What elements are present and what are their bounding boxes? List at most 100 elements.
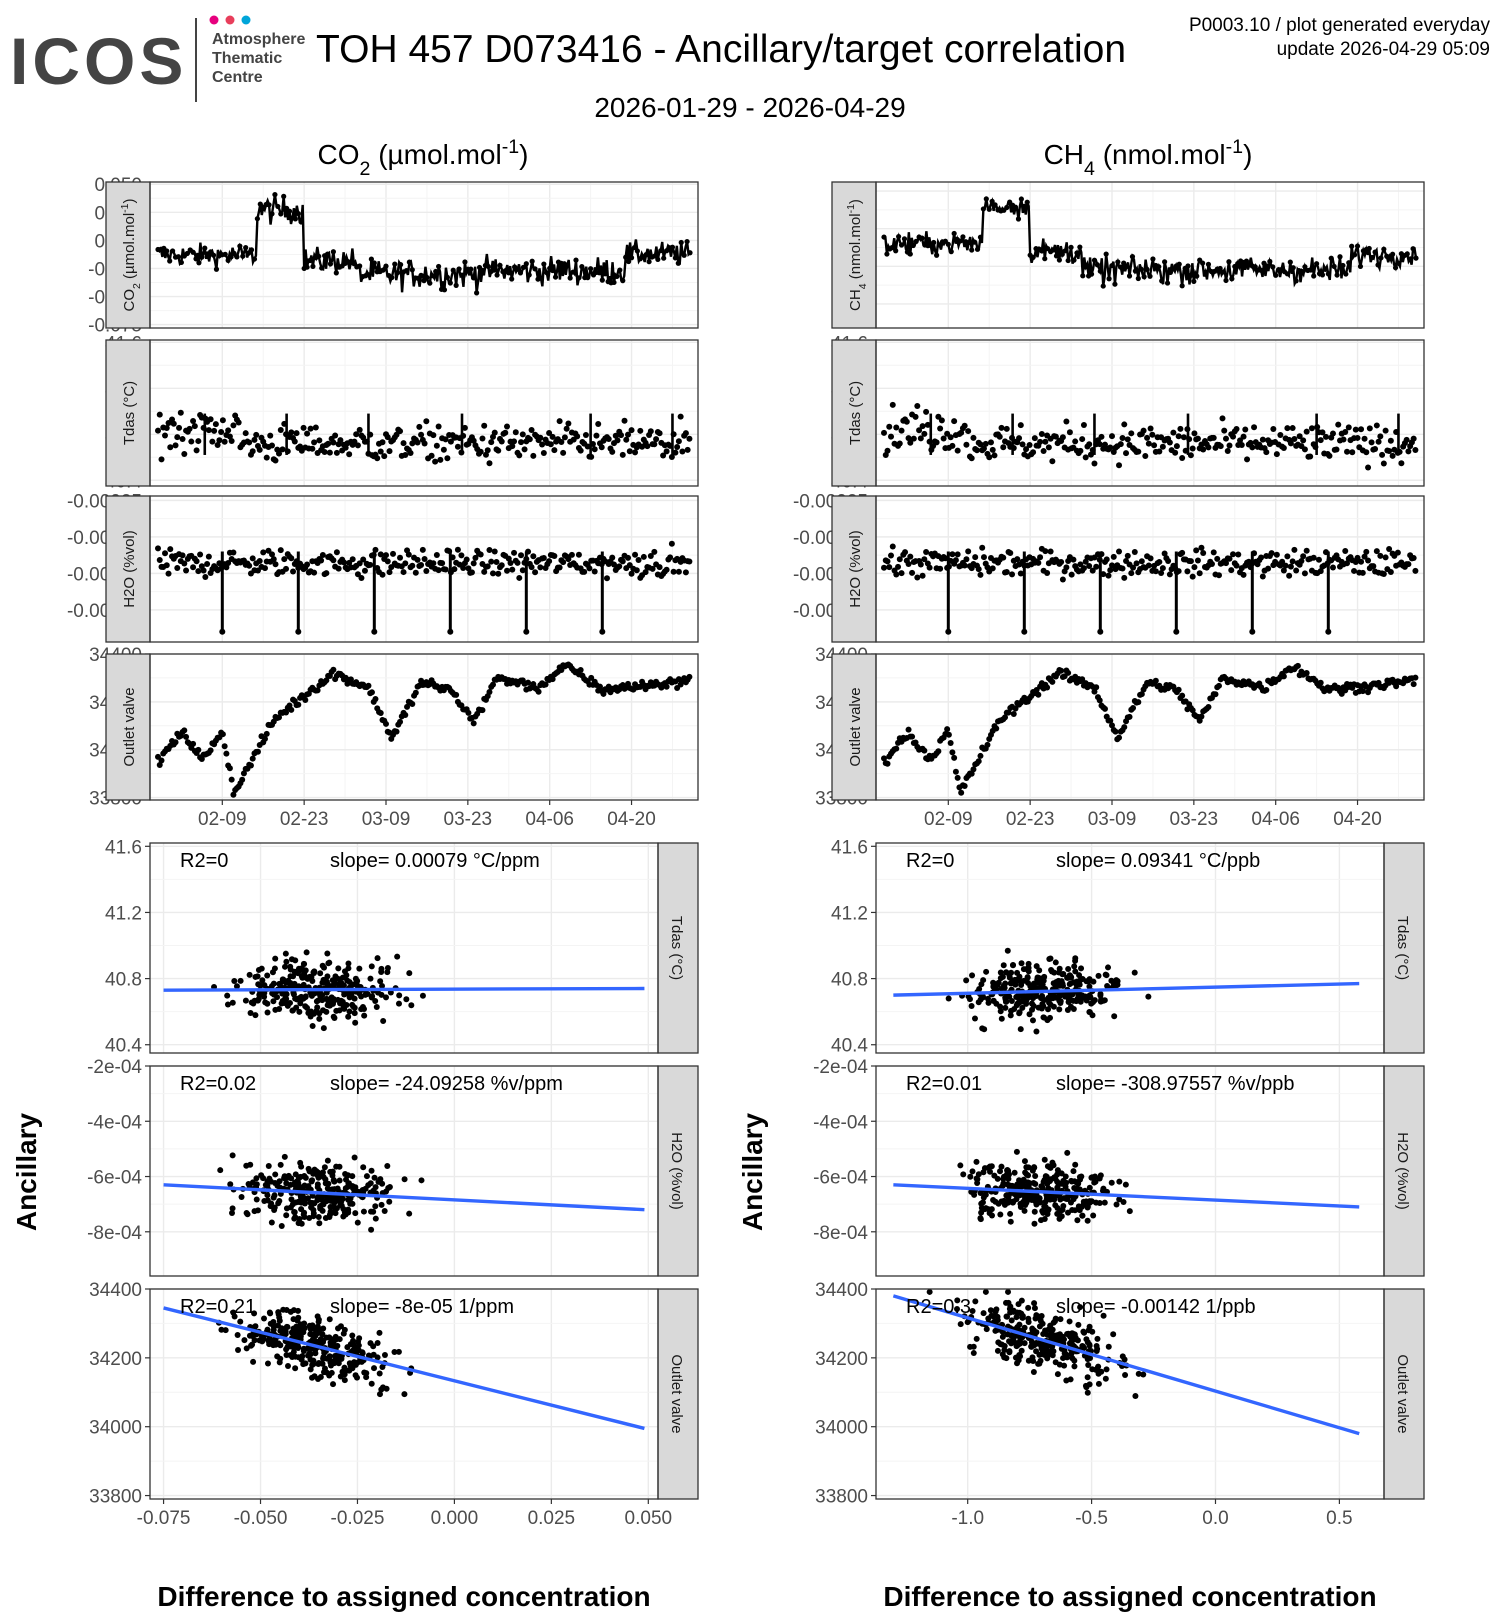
ts-h2o-point (486, 546, 493, 553)
corr-ch4-valve-point (1140, 1371, 1147, 1378)
ts-valve-point (1138, 691, 1145, 698)
ts-tdas-point (1003, 425, 1010, 432)
corr-ch4-tdas-point (976, 985, 983, 992)
corr-co2-tdas-point (351, 995, 358, 1002)
corr-co2-tdas-point (247, 1009, 254, 1016)
corr-co2-h2o-point (326, 1214, 333, 1221)
corr-co2-tdas-point (229, 999, 236, 1006)
corr-ch4-h2o-point (977, 1216, 984, 1223)
ts-ch4-point (893, 248, 899, 254)
ts-tdas-point (965, 428, 972, 435)
ts-valve-point (535, 688, 542, 695)
ts-h2o-point (230, 549, 237, 556)
corr-co2-valve-point (294, 1317, 301, 1324)
ts-h2o-point (249, 555, 256, 562)
corr-ch4-valve-point (1003, 1299, 1010, 1306)
ts-tdas-point (158, 456, 165, 463)
ts-h2o-point (349, 556, 356, 563)
ts-h2o-point (532, 569, 539, 576)
corr-co2-tdas-point (255, 981, 262, 988)
corr-co2-tdas-point (380, 1018, 387, 1025)
ts-tdas-point (1317, 437, 1324, 444)
ts-h2o-point (1130, 564, 1137, 571)
ts-tdas-point (1291, 435, 1298, 442)
ts-ch4-point (1141, 274, 1147, 280)
corr-co2-valve-point (336, 1356, 343, 1363)
ts-co2-point (687, 250, 693, 256)
ts-valve-point (377, 710, 384, 717)
corr-ch4-h2o-point (1096, 1199, 1103, 1206)
ts-h2o-point (360, 556, 367, 563)
ts-tdas-point (1221, 427, 1228, 434)
ts-ch4-point (957, 238, 963, 244)
corr-ch4-h2o-point (1005, 1175, 1012, 1182)
corr-ch4-tdas-point (1059, 971, 1066, 978)
ts-tdas-point (881, 429, 887, 436)
corr-co2-valve-point (370, 1343, 377, 1350)
ts-h2o-point (488, 558, 495, 565)
corr-ch4-valve-point (987, 1307, 994, 1314)
corr-ch4-h2o-point (1025, 1182, 1032, 1189)
ts-tdas-point (1342, 429, 1349, 436)
corr-ch4-valve-point (1083, 1336, 1090, 1343)
co2-column-title: CO2 (µmol.mol-1) (318, 136, 529, 180)
corr-co2-tdas-point (264, 1009, 271, 1016)
corr-ch4-valve-point (1048, 1348, 1055, 1355)
ts-valve-point (295, 701, 302, 708)
ts-h2o-point (384, 558, 391, 565)
corr-co2-h2o-point (281, 1153, 288, 1160)
corr-co2-valve-point (266, 1341, 273, 1348)
corr-co2-h2o-point (323, 1198, 330, 1205)
ts-tdas-point (1191, 430, 1198, 437)
corr-co2-h2o-point (351, 1154, 358, 1161)
ts-h2o-point (1373, 548, 1380, 555)
ts-tdas-point (1159, 443, 1166, 450)
corr-co2-h2o-slope-annotation: slope= -24.09258 %v/ppm (330, 1073, 563, 1095)
corr-ch4-tdas-point (1069, 991, 1076, 998)
corr-co2-h2o-fit-line (163, 1183, 645, 1212)
ts-tdas-point (1354, 434, 1361, 441)
corr-co2-valve-point (290, 1344, 297, 1351)
ts-tdas-point (488, 439, 495, 446)
ts-valve-point (1179, 692, 1186, 699)
ts-ch4-point (1118, 264, 1124, 270)
ts-tdas-point (1373, 422, 1380, 429)
ts-tdas-point (560, 449, 567, 456)
corr-co2-valve-point (340, 1330, 347, 1337)
corr-co2-tdas-point (339, 998, 346, 1005)
ts-tdas-point (495, 447, 502, 454)
ts-ch4-point (977, 234, 984, 240)
corr-ch4-h2o-point (1064, 1149, 1071, 1156)
ts-valve-point (905, 726, 912, 733)
corr-ch4-h2o-point (1101, 1199, 1108, 1206)
corr-ch4-h2o-point (1051, 1174, 1058, 1181)
ts-tdas-point (582, 431, 589, 438)
ts-tdas-point (1098, 433, 1105, 440)
ts-h2o-point (1354, 554, 1361, 561)
ts-co2-point (585, 275, 591, 281)
ts-valve-point (1012, 705, 1019, 712)
corr-ch4-valve-bg (876, 1289, 1384, 1499)
ts-tdas-point (1124, 436, 1131, 443)
ts-h2o-point (405, 551, 412, 558)
ts-tdas-point (1326, 452, 1333, 459)
ts-h2o-point (633, 567, 640, 574)
corr-co2-h2o-point (319, 1169, 326, 1176)
ts-tdas-point (225, 427, 232, 434)
corr-ch4-valve-point (1013, 1314, 1020, 1321)
corr-ch4-tdas-point (1103, 972, 1110, 979)
ts-co2-point (459, 272, 465, 278)
corr-co2-valve-point (376, 1370, 383, 1377)
ts-tdas-point (400, 440, 407, 447)
y-axis-title-ancillary-left: Ancillary (11, 1112, 42, 1231)
corr-co2-valve-point (307, 1331, 314, 1338)
ts-tdas-point (1230, 433, 1237, 440)
corr-co2-valve-point (323, 1355, 330, 1362)
ts-h2o-point (379, 571, 386, 578)
ts-co2-point (222, 251, 228, 257)
ts-ch4-point (919, 235, 925, 241)
ts-ch4-point (1340, 262, 1346, 269)
ts-ch4-point (1381, 246, 1387, 252)
ts-h2o-point (1280, 567, 1287, 574)
ts-tdas-point (1042, 438, 1049, 445)
